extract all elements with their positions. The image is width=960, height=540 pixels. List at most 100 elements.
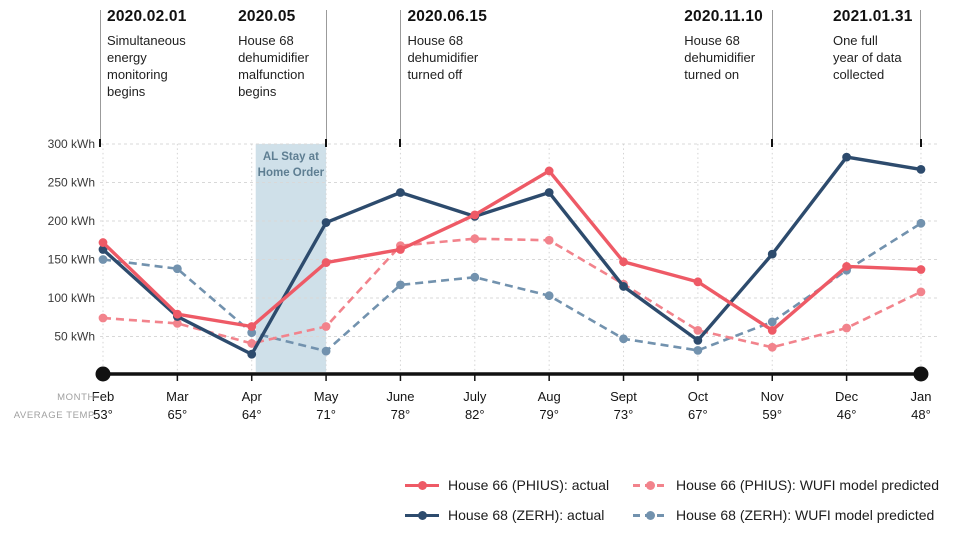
annotation-description: House 68 dehumidifier turned off	[407, 33, 479, 82]
legend-label: House 66 (PHIUS): WUFI model predicted	[676, 477, 939, 493]
data-point	[98, 245, 108, 254]
data-point	[321, 322, 331, 331]
data-point	[693, 325, 703, 335]
avg-temp-label: 59°	[762, 407, 782, 422]
data-point	[544, 235, 554, 245]
data-point	[619, 257, 628, 267]
series-line-0	[101, 169, 922, 333]
month-label: Feb	[92, 389, 114, 404]
avg-temp-label: 71°	[316, 407, 336, 422]
data-point	[544, 188, 554, 197]
data-point	[247, 322, 257, 331]
timeline-annotation: 2020.11.10 House 68 dehumidifier turned o…	[684, 8, 770, 84]
avg-temp-row-caption: AVERAGE TEMP	[14, 410, 95, 421]
data-point	[98, 313, 108, 323]
y-axis-tick-label: 100 kWh	[48, 291, 95, 305]
stay-at-home-band-label: Home Order	[258, 167, 325, 179]
timeline-annotation: 2020.06.15 House 68 dehumidifier turned o…	[407, 8, 507, 84]
avg-temp-label: 67°	[688, 407, 708, 422]
data-point	[321, 346, 331, 356]
data-point	[767, 317, 777, 327]
legend-marker-dot	[417, 480, 427, 490]
legend-marker-dot	[645, 480, 655, 490]
data-point	[916, 265, 926, 274]
avg-temp-label: 65°	[168, 407, 188, 422]
data-point	[470, 272, 480, 282]
annotation-date: 2020.02.01	[107, 8, 187, 25]
data-point	[544, 291, 554, 301]
avg-temp-label: 46°	[837, 407, 857, 422]
data-point	[619, 282, 628, 291]
timeline-annotation: 2020.02.01 Simultaneous energy monitoring…	[107, 8, 207, 101]
legend-marker-dot	[417, 510, 427, 520]
annotation-end-tick	[399, 139, 402, 147]
data-point	[321, 258, 331, 267]
month-label: Sept	[610, 389, 637, 404]
avg-temp-label: 82°	[465, 407, 485, 422]
month-label: June	[386, 389, 414, 404]
annotation-date: 2020.05	[238, 8, 296, 25]
data-point	[842, 152, 851, 162]
data-point	[247, 328, 257, 338]
data-point	[396, 188, 405, 197]
data-point	[767, 249, 777, 259]
annotation-date: 2021.01.31	[832, 8, 913, 25]
annotation-end-tick	[771, 139, 774, 147]
month-label: Mar	[166, 389, 189, 404]
legend-swatch	[405, 477, 439, 493]
data-point	[916, 287, 926, 297]
data-point	[321, 218, 331, 227]
energy-line-chart: AL Stay at Home Order 50 kWh 100 kWh 150 kWh…	[14, 137, 938, 422]
data-point	[98, 238, 108, 247]
month-label: Dec	[835, 389, 859, 404]
month-label: July	[463, 389, 487, 404]
annotation-end-tick	[325, 139, 328, 147]
series-line-3	[102, 222, 922, 353]
avg-temp-label: 53°	[93, 407, 113, 422]
avg-temp-label: 79°	[539, 407, 559, 422]
legend-label: House 68 (ZERH): actual	[448, 507, 605, 523]
annotation-connector-line	[99, 10, 101, 141]
avg-temp-label: 78°	[391, 407, 411, 422]
data-point	[396, 280, 405, 290]
avg-temp-label: 64°	[242, 407, 262, 422]
month-label: Oct	[688, 389, 709, 404]
series-line-1	[101, 155, 922, 356]
data-point	[693, 277, 703, 287]
month-label: Nov	[761, 389, 785, 404]
annotation-description: One full year of data collected	[832, 33, 902, 82]
data-point	[247, 339, 257, 348]
legend-swatch	[405, 507, 439, 523]
timeline-annotation: 2020.05 House 68 dehumidifier malfunction…	[238, 8, 324, 101]
data-point	[767, 325, 777, 335]
data-point	[693, 345, 703, 355]
legend-item: House 66 (PHIUS): WUFI model predicted	[633, 477, 939, 493]
data-point	[916, 165, 926, 174]
timeline-start-dot	[95, 366, 111, 382]
avg-temp-label: 48°	[911, 407, 931, 422]
annotation-end-tick	[99, 139, 101, 147]
legend-item: House 68 (ZERH): actual	[405, 507, 604, 523]
series-line-2	[102, 237, 922, 349]
data-point	[544, 166, 554, 176]
legend-marker-dot	[645, 510, 655, 520]
legend-item: House 68 (ZERH): WUFI model predicted	[633, 507, 934, 523]
data-point	[247, 349, 257, 359]
legend-swatch	[633, 477, 667, 493]
y-axis-tick-label: 50 kWh	[54, 330, 95, 344]
annotation-description: House 68 dehumidifier malfunction begins	[238, 33, 309, 99]
data-point	[470, 234, 480, 244]
stay-at-home-band-label: AL Stay at	[263, 151, 319, 163]
data-point	[693, 335, 703, 345]
annotation-connector-line	[399, 10, 401, 141]
y-axis-tick-label: 200 kWh	[48, 214, 95, 228]
annotation-date: 2020.11.10	[684, 8, 763, 25]
legend-item: House 66 (PHIUS): actual	[405, 477, 609, 493]
data-point	[767, 342, 777, 352]
legend-label: House 68 (ZERH): WUFI model predicted	[676, 507, 935, 523]
month-label: Aug	[538, 389, 561, 404]
data-point	[619, 334, 628, 344]
legend-label: House 66 (PHIUS): actual	[448, 477, 610, 493]
